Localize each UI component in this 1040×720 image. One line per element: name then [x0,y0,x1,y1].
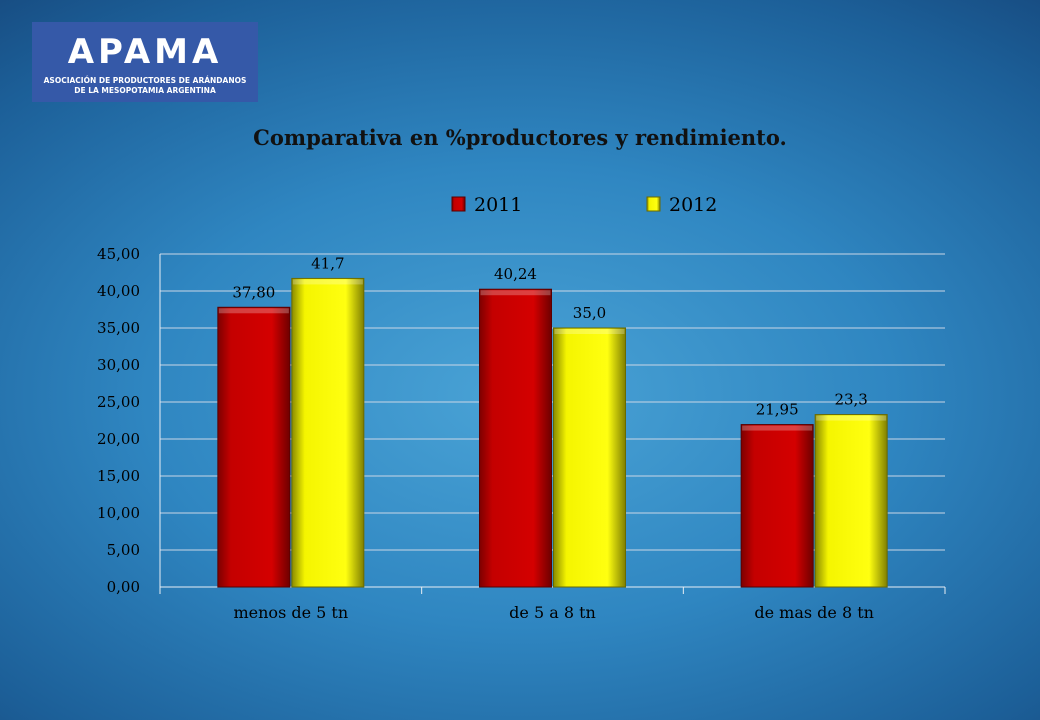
y-tick-label: 10,00 [97,504,140,522]
y-tick-label: 0,00 [107,578,140,596]
bar-highlight [292,279,363,285]
x-tick-label: de 5 a 8 tn [509,603,596,622]
bar-highlight [554,329,625,334]
data-label: 37,80 [232,283,275,301]
chart-title: Comparativa en %productores y rendimient… [253,125,787,150]
y-tick-label: 20,00 [97,430,140,448]
bar-highlight [742,425,813,431]
apama-logo: APAMA ASOCIACIÓN DE PRODUCTORES DE ARÁND… [32,22,258,102]
data-label: 21,95 [756,401,799,419]
plot-area: 0,00 5,00 10,00 15,00 20,00 25,00 30,00 35,00 40… [97,194,946,622]
legend-label-2012: 2012 [669,194,717,216]
bar-2012 [553,327,626,588]
y-tick-label: 30,00 [97,356,140,374]
y-tick-label: 40,00 [97,282,140,300]
legend-swatch-2012 [646,196,661,212]
x-tick-label: de mas de 8 tn [754,603,874,622]
legend-swatch-2011 [451,196,466,212]
bar-2011 [740,424,814,588]
logo-subtitle-line-2: DE LA MESOPOTAMIA ARGENTINA [74,86,216,95]
logo-word: APAMA [67,32,223,72]
bar-2011 [479,288,552,588]
y-tick-label: 45,00 [97,245,140,263]
bar-highlight [480,290,551,296]
bar-2012 [291,277,365,588]
bar-2012 [814,414,888,588]
bar-highlight [816,415,887,421]
legend-label-2011: 2011 [474,194,522,216]
bar-highlight [218,308,289,314]
data-label: 41,7 [311,254,344,272]
y-tick-label: 5,00 [107,541,140,559]
data-label: 35,0 [573,304,606,322]
bar-2011 [217,306,291,588]
y-tick-label: 35,00 [97,319,140,337]
y-tick-label: 25,00 [97,393,140,411]
data-label: 23,3 [834,391,867,409]
data-label: 40,24 [494,265,537,283]
logo-subtitle-line-1: ASOCIACIÓN DE PRODUCTORES DE ARÁNDANOS [43,76,247,85]
y-tick-label: 15,00 [97,467,140,485]
x-tick-label: menos de 5 tn [233,603,348,622]
